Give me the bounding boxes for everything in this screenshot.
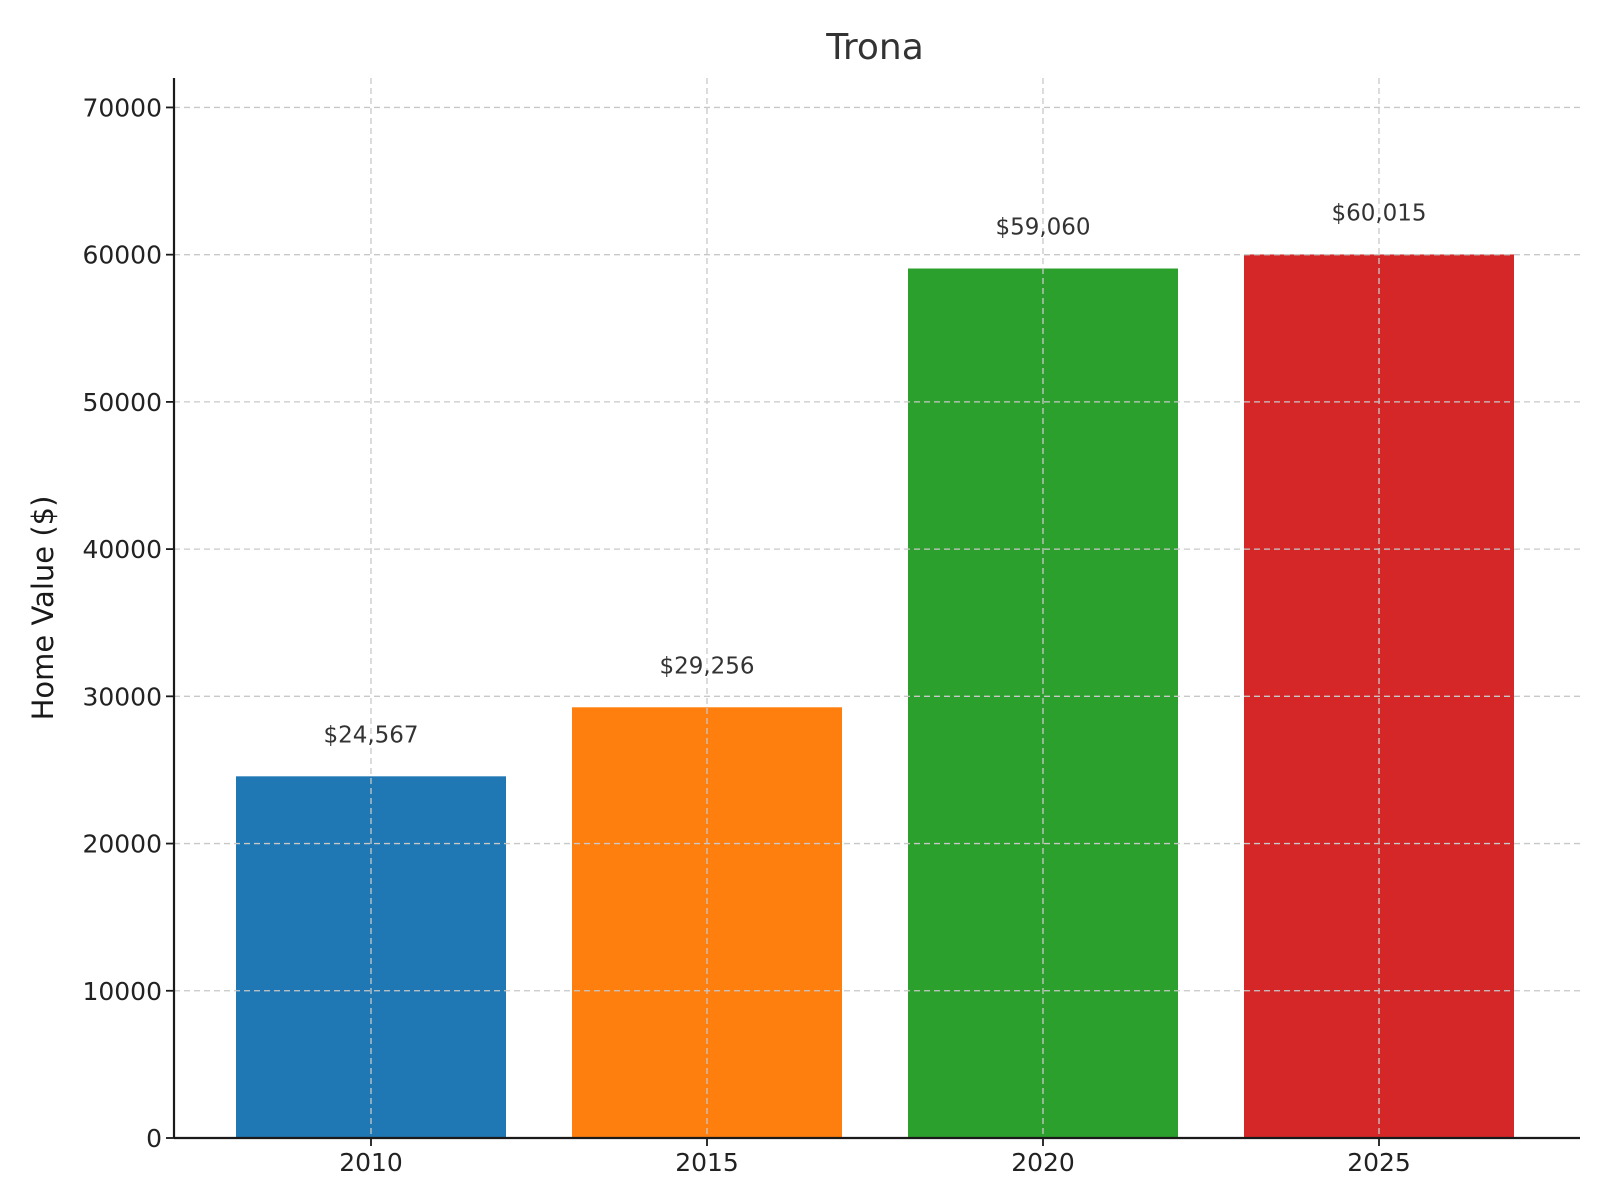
axes bbox=[166, 78, 1580, 1146]
grid bbox=[174, 78, 1580, 1138]
y-tick-label: 40000 bbox=[82, 535, 162, 564]
y-tick-label: 50000 bbox=[82, 388, 162, 417]
y-tick-label: 10000 bbox=[82, 977, 162, 1006]
y-axis-label: Home Value ($) bbox=[26, 496, 60, 721]
x-tick-label: 2010 bbox=[339, 1148, 403, 1177]
labels: 0 10000 20000 30000 40000 50000 60000 70000 2010… bbox=[82, 93, 1426, 1177]
data-label: $24,567 bbox=[323, 722, 418, 748]
y-tick-label: 60000 bbox=[82, 241, 162, 270]
y-tick-label: 0 bbox=[146, 1124, 162, 1153]
x-tick-label: 2025 bbox=[1347, 1148, 1411, 1177]
bar-2010 bbox=[236, 776, 506, 1138]
chart-title: Trona bbox=[825, 27, 924, 68]
data-label: $59,060 bbox=[995, 215, 1090, 241]
data-label: $60,015 bbox=[1331, 200, 1426, 226]
data-label: $29,256 bbox=[659, 653, 754, 679]
y-tick-label: 30000 bbox=[82, 682, 162, 711]
y-tick-label: 70000 bbox=[82, 93, 162, 122]
x-tick-label: 2020 bbox=[1011, 1148, 1075, 1177]
y-tick-label: 20000 bbox=[82, 830, 162, 859]
x-tick-label: 2015 bbox=[675, 1148, 739, 1177]
